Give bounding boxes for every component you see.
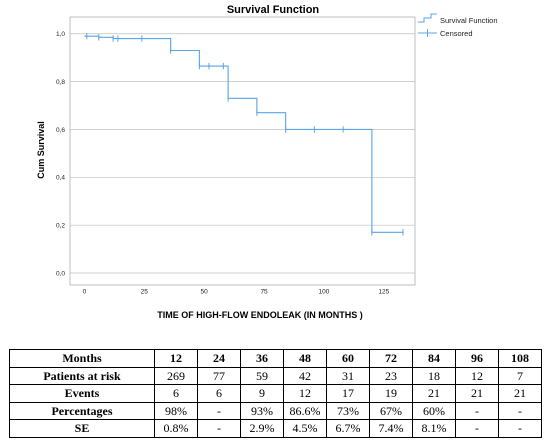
y-tick-label: 0,8 <box>56 79 65 86</box>
y-tick-labels: 0,0 0,2 0,4 0,6 0,8 1,0 <box>56 31 65 277</box>
table-cell: 0.8% <box>154 419 198 438</box>
table-row: Percentages 98% -93% 86.6% 73% 67% 60% - - <box>9 401 542 420</box>
table-cell: 269 <box>154 366 198 385</box>
x-tick-label: 125 <box>378 289 389 296</box>
survival-step-line <box>84 35 404 233</box>
risk-table-body: Months 12 24 36 48 60 72 84 96 108 Patients at ris… <box>9 349 542 438</box>
x-tick-labels: 0 25 50 75 100 125 <box>83 289 390 296</box>
table-cell: 12 <box>455 366 499 385</box>
table-cell: 42 <box>283 366 327 385</box>
table-cell: - <box>498 401 542 420</box>
table-cell: 17 <box>326 384 370 403</box>
table-cell: 31 <box>326 366 370 385</box>
table-cell: 86.6% <box>283 401 327 420</box>
chart-title: Survival Function <box>227 4 320 16</box>
row-label-cell: Months <box>9 349 155 368</box>
x-axis-title: TIME OF HIGH-FLOW ENDOLEAK (IN MONTHS ) <box>157 310 362 320</box>
table-cell: 19 <box>369 384 413 403</box>
table-cell: 60 <box>326 349 370 368</box>
table-cell: 60% <box>412 401 456 420</box>
x-tick-label: 50 <box>201 289 209 296</box>
y-tick-label: 0,6 <box>56 127 65 134</box>
x-tick-label: 0 <box>83 289 87 296</box>
table-cell: 7.4% <box>369 419 413 438</box>
row-label-cell: Patients at risk <box>9 366 155 385</box>
table-cell: 9 <box>240 384 284 403</box>
series-layer <box>84 35 404 233</box>
risk-table-container: Months 12 24 36 48 60 72 84 96 108 Patients at ris… <box>9 349 542 438</box>
x-tick-label: 25 <box>141 289 149 296</box>
y-tick-label: 0,2 <box>56 222 65 229</box>
table-cell: 21 <box>498 384 542 403</box>
table-row: Patients at risk 269 77 59 42 31 23 18 12 7 <box>9 366 542 385</box>
row-label-cell: SE <box>9 419 155 438</box>
table-cell: 72 <box>369 349 413 368</box>
x-tick-label: 100 <box>319 289 330 296</box>
risk-table: Months 12 24 36 48 60 72 84 96 108 Patients at ris… <box>9 349 542 438</box>
table-cell: - <box>498 419 542 438</box>
table-cell: 21 <box>412 384 456 403</box>
survival-chart-svg: Survival Function 0,0 0,2 0,4 0,6 0,8 1,0 0 25… <box>36 4 498 320</box>
table-cell: - <box>197 419 241 438</box>
plot-frame <box>69 16 416 286</box>
table-cell: 23 <box>369 366 413 385</box>
table-cell: 98% <box>154 401 198 420</box>
legend: Survival Function Censored <box>418 13 498 38</box>
table-header-row: Months 12 24 36 48 60 72 84 96 108 <box>9 349 542 368</box>
y-axis-title: Cum Survival <box>36 121 46 179</box>
table-cell: 24 <box>197 349 241 368</box>
table-cell: 67% <box>369 401 413 420</box>
table-row: SE 0.8% -2.9% 4.5% 6.7% 7.4% 8.1% - - <box>9 419 542 438</box>
table-cell: - <box>197 401 241 420</box>
legend-survival-label: Survival Function <box>440 16 498 25</box>
legend-censored-label: Censored <box>440 29 473 38</box>
table-cell: 4.5% <box>283 419 327 438</box>
table-cell: 6 <box>154 384 198 403</box>
table-cell: 18 <box>412 366 456 385</box>
table-cell: - <box>455 401 499 420</box>
row-label-cell: Percentages <box>9 401 155 420</box>
row-label-cell: Events <box>9 384 155 403</box>
table-cell: 6.7% <box>326 419 370 438</box>
table-cell: 84 <box>412 349 456 368</box>
table-cell: 8.1% <box>412 419 456 438</box>
table-cell: 21 <box>455 384 499 403</box>
survival-chart: Survival Function 0,0 0,2 0,4 0,6 0,8 1,0 0 25… <box>36 4 498 320</box>
grid-lines <box>70 33 415 274</box>
table-cell: 93% <box>240 401 284 420</box>
x-tick-label: 75 <box>260 289 268 296</box>
censor-markers <box>86 32 404 236</box>
table-cell: 59 <box>240 366 284 385</box>
table-cell: 7 <box>498 366 542 385</box>
table-cell: 12 <box>154 349 198 368</box>
table-cell: 77 <box>197 366 241 385</box>
table-cell: 108 <box>498 349 542 368</box>
y-tick-label: 0,0 <box>56 270 65 277</box>
table-cell: 48 <box>283 349 327 368</box>
table-cell: 6 <box>197 384 241 403</box>
table-cell: 73% <box>326 401 370 420</box>
table-cell: 96 <box>455 349 499 368</box>
y-tick-label: 0,4 <box>56 175 65 182</box>
table-cell: 12 <box>283 384 327 403</box>
table-cell: 36 <box>240 349 284 368</box>
y-tick-label: 1,0 <box>56 31 65 38</box>
table-row: Events 6 6 9 12 17 19 21 21 21 <box>9 384 542 403</box>
table-cell: 2.9% <box>240 419 284 438</box>
legend-survival-swatch <box>418 13 437 23</box>
table-cell: - <box>455 419 499 438</box>
